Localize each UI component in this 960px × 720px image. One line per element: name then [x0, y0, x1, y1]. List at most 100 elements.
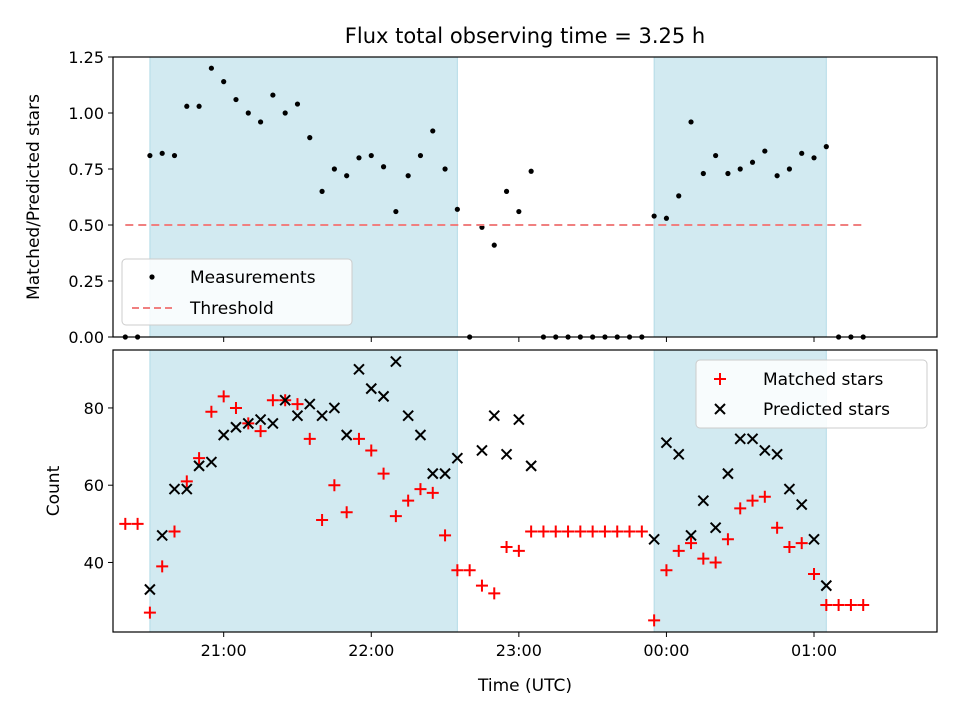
matched-star-point — [857, 598, 870, 611]
matched-star-point — [832, 598, 845, 611]
count-panel: 40 60 80 21:00 22:00 23:00 00:00 01:00 Count T… — [44, 349, 938, 696]
shaded-span — [653, 56, 827, 338]
top-y-axis-label: Matched/Predicted stars — [24, 94, 44, 300]
predicted-star-point — [414, 429, 427, 441]
y-tick-label: 0.00 — [68, 328, 104, 347]
measurement-point — [196, 103, 202, 109]
measurement-point — [713, 152, 719, 159]
matched-star-point — [402, 494, 415, 507]
matched-star-point — [377, 467, 390, 480]
predicted-star-point — [451, 452, 464, 464]
matched-star-point — [180, 475, 193, 488]
legend-threshold-label: Threshold — [189, 299, 274, 319]
matched-star-point — [623, 525, 636, 538]
legend-predicted-marker — [714, 403, 726, 415]
predicted-star-point — [279, 394, 291, 406]
measurement-point — [663, 215, 670, 221]
predicted-star-point — [673, 448, 685, 461]
matched-star-point — [537, 525, 550, 538]
chart-title: Flux total observing time = 3.25 h — [345, 24, 705, 48]
predicted-star-point — [660, 437, 673, 449]
predicted-star-point — [316, 409, 328, 422]
matched-star-point — [660, 564, 673, 577]
matched-star-point — [316, 513, 329, 526]
predicted-star-point — [254, 413, 267, 426]
measurement-point — [516, 208, 522, 215]
matched-star-point — [721, 533, 734, 546]
measurement-point — [331, 166, 337, 172]
measurement-point — [270, 92, 276, 98]
predicted-star-point — [783, 483, 796, 495]
matched-star-point — [844, 598, 857, 611]
matched-star-point — [365, 444, 378, 457]
measurement-point — [491, 242, 497, 248]
measurement-point — [159, 150, 165, 156]
measurement-point — [700, 170, 706, 177]
matched-star-point — [303, 432, 316, 445]
matched-star-point — [734, 502, 747, 515]
x-tick-label: 22:00 — [348, 641, 394, 660]
measurement-point — [282, 110, 288, 116]
matched-star-point — [562, 525, 575, 538]
matched-star-point — [758, 490, 771, 503]
matched-star-point — [205, 405, 218, 418]
predicted-star-point — [525, 460, 537, 472]
measurement-point — [356, 155, 362, 161]
matched-star-point — [328, 479, 341, 492]
matched-star-point — [475, 579, 488, 592]
measurement-point — [233, 96, 239, 103]
measurement-point — [294, 101, 301, 107]
matched-star-point — [143, 606, 156, 619]
top-x-ticks — [223, 337, 815, 342]
measurement-point — [184, 103, 190, 109]
matched-star-point — [131, 517, 144, 530]
measurement-point — [221, 79, 227, 85]
measurement-point — [737, 166, 743, 172]
matched-star-point — [611, 525, 624, 538]
bottom-x-ticks: 21:00 22:00 23:00 00:00 01:00 — [201, 632, 837, 660]
matched-star-point — [549, 525, 562, 538]
predicted-star-point — [390, 355, 402, 368]
predicted-star-point — [402, 409, 414, 422]
matched-star-point — [771, 521, 784, 534]
bottom-data-marks — [119, 355, 870, 627]
matched-star-point — [439, 529, 452, 542]
matched-star-point — [254, 425, 267, 438]
predicted-star-point — [746, 433, 759, 445]
shaded-span — [149, 349, 458, 633]
legend-matched-label: Matched stars — [763, 370, 883, 390]
predicted-star-point — [722, 467, 734, 480]
predicted-star-point — [267, 417, 279, 430]
predicted-star-point — [156, 529, 168, 542]
bottom-y-ticks: 40 60 80 — [84, 399, 113, 572]
predicted-star-point — [328, 402, 341, 414]
predicted-star-point — [217, 429, 230, 441]
y-tick-label: 0.25 — [68, 272, 104, 291]
matched-star-point — [451, 564, 464, 577]
y-tick-label: 40 — [84, 553, 104, 572]
predicted-star-point — [365, 382, 377, 395]
predicted-star-point — [513, 413, 525, 426]
matched-star-point — [697, 552, 710, 565]
y-tick-label: 1.25 — [68, 48, 104, 67]
top-legend-box — [121, 258, 353, 326]
predicted-star-point — [230, 421, 242, 433]
matched-star-point — [500, 541, 513, 554]
x-tick-label: 21:00 — [201, 641, 247, 660]
x-tick-label: 23:00 — [496, 641, 542, 660]
x-tick-label: 00:00 — [643, 641, 689, 660]
predicted-star-point — [820, 579, 833, 592]
bottom-axes-frame — [112, 349, 938, 633]
top-axes-frame — [112, 56, 938, 338]
measurement-point — [393, 208, 399, 215]
measurement-point — [799, 150, 805, 156]
measurement-point — [774, 173, 780, 179]
predicted-star-point — [796, 498, 808, 511]
predicted-star-point — [734, 433, 746, 445]
predicted-star-point — [648, 533, 660, 545]
measurement-point — [651, 213, 657, 219]
bottom-legend-box — [695, 359, 928, 429]
matched-star-point — [598, 525, 611, 538]
measurement-point — [811, 155, 817, 161]
measurement-point — [430, 128, 436, 134]
